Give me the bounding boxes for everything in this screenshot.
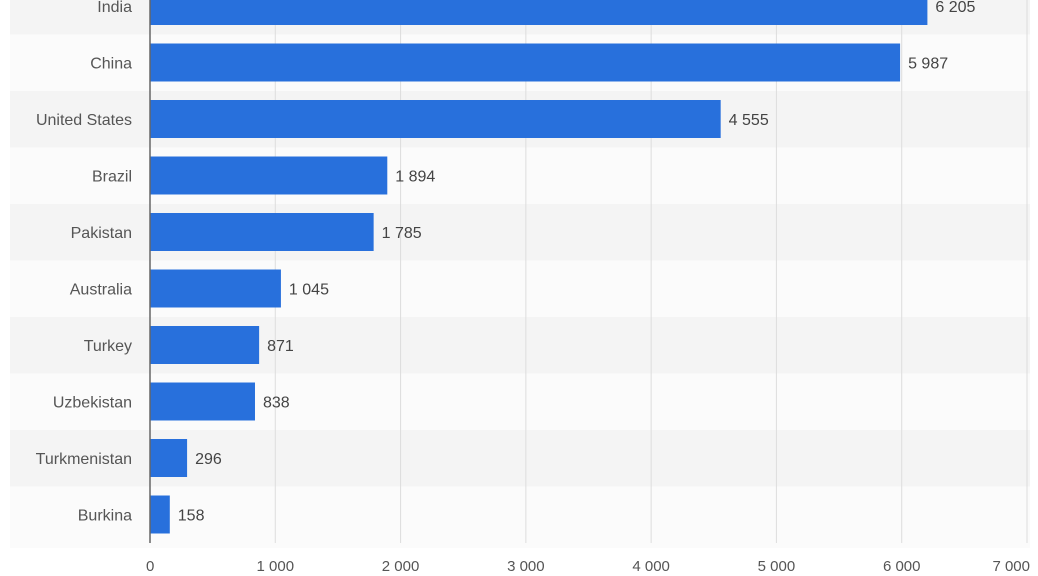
bar (150, 495, 170, 534)
value-label: 296 (195, 451, 222, 468)
bar (150, 213, 374, 251)
bar (150, 269, 281, 308)
category-label: Burkina (78, 508, 132, 525)
x-tick-label: 3 000 (507, 558, 545, 575)
value-label: 1 894 (395, 169, 435, 186)
category-label: India (97, 0, 132, 16)
row-band (10, 486, 1030, 543)
x-tick-label: 6 000 (883, 558, 921, 575)
value-label: 5 987 (908, 56, 948, 73)
x-tick-labels: 0 1 000 2 000 3 000 4 000 5 000 6 000 7 000 (146, 558, 1030, 575)
category-label: Turkey (84, 338, 132, 355)
x-tick-label: 2 000 (382, 558, 420, 575)
value-labels: 6 205 5 987 4 555 1 894 1 785 1 045 871 838 296 1… (178, 0, 976, 525)
bar (150, 0, 928, 25)
value-label: 1 785 (382, 225, 422, 242)
category-labels: India China United States Brazil Pakistan Aus… (36, 0, 132, 525)
x-tick-label: 5 000 (758, 558, 796, 575)
x-tick-label: 4 000 (632, 558, 670, 575)
bar (150, 439, 188, 477)
x-tick-label: 7 000 (992, 558, 1030, 575)
category-label: Turkmenistan (36, 451, 132, 468)
category-label: China (90, 56, 132, 73)
category-label: United States (36, 112, 132, 129)
value-label: 1 045 (289, 282, 329, 299)
value-label: 6 205 (935, 0, 975, 16)
category-label: Brazil (92, 169, 132, 186)
category-label: Pakistan (71, 225, 132, 242)
bar (150, 156, 388, 195)
bar (150, 326, 260, 364)
x-tick-label: 0 (146, 558, 154, 575)
bar (150, 43, 901, 82)
bar (150, 100, 721, 138)
bar (150, 382, 255, 421)
value-label: 871 (267, 338, 294, 355)
x-tick-label: 1 000 (257, 558, 295, 575)
bars (150, 0, 928, 534)
value-label: 4 555 (729, 112, 769, 129)
value-label: 838 (263, 395, 290, 412)
category-label: Uzbekistan (53, 395, 132, 412)
value-label: 158 (178, 508, 205, 525)
category-label: Australia (70, 282, 132, 299)
